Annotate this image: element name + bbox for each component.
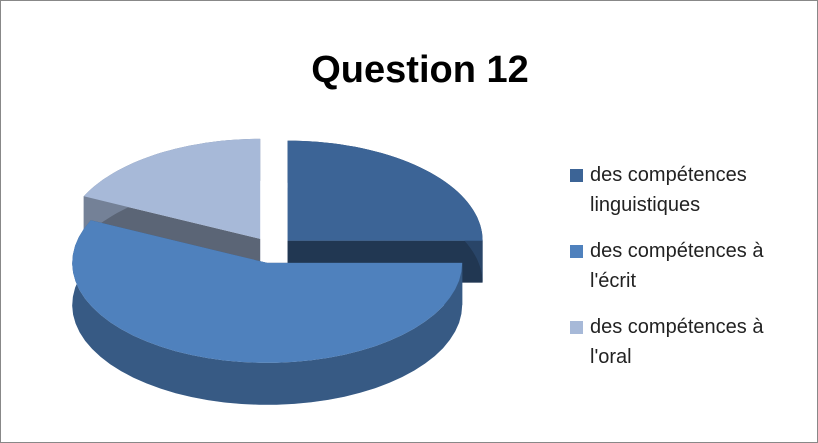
slice	[287, 140, 483, 241]
chart-title: Question 12	[311, 49, 529, 91]
slice-side	[72, 220, 463, 405]
legend-label: des compétences à l'écrit	[590, 240, 764, 292]
legend-label: des compétences linguistiques	[590, 164, 747, 216]
legend-swatch	[570, 169, 583, 182]
legend: des compétences linguistiques des compéte…	[570, 160, 775, 388]
legend-label: des compétences à l'oral	[590, 316, 764, 368]
legend-swatch	[570, 321, 583, 334]
legend-item: des compétences à l'écrit	[570, 236, 775, 296]
slice	[72, 220, 463, 363]
slice-side-shade	[72, 220, 463, 405]
slice	[83, 138, 261, 239]
legend-item: des compétences linguistiques	[570, 160, 775, 220]
legend-swatch	[570, 245, 583, 258]
legend-item: des compétences à l'oral	[570, 312, 775, 372]
